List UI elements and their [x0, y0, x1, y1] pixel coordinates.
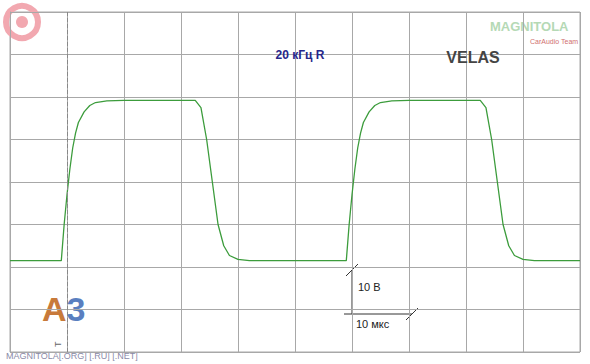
svg-text:VELAS: VELAS — [446, 49, 500, 66]
svg-text:20 кГц R: 20 кГц R — [276, 48, 325, 62]
svg-text:CarAudio Team: CarAudio Team — [530, 38, 578, 45]
svg-text:T: T — [53, 341, 63, 347]
html-text:A 3: A 3 — [42, 290, 86, 328]
svg-text:10 В: 10 В — [358, 281, 381, 293]
svg-text:MAGNITOLA[.ORG] [.RU] [.NET]: MAGNITOLA[.ORG] [.RU] [.NET] — [6, 350, 138, 361]
svg-text:MAGNITOLA: MAGNITOLA — [490, 19, 569, 34]
svg-text:10 мкс: 10 мкс — [356, 318, 390, 330]
